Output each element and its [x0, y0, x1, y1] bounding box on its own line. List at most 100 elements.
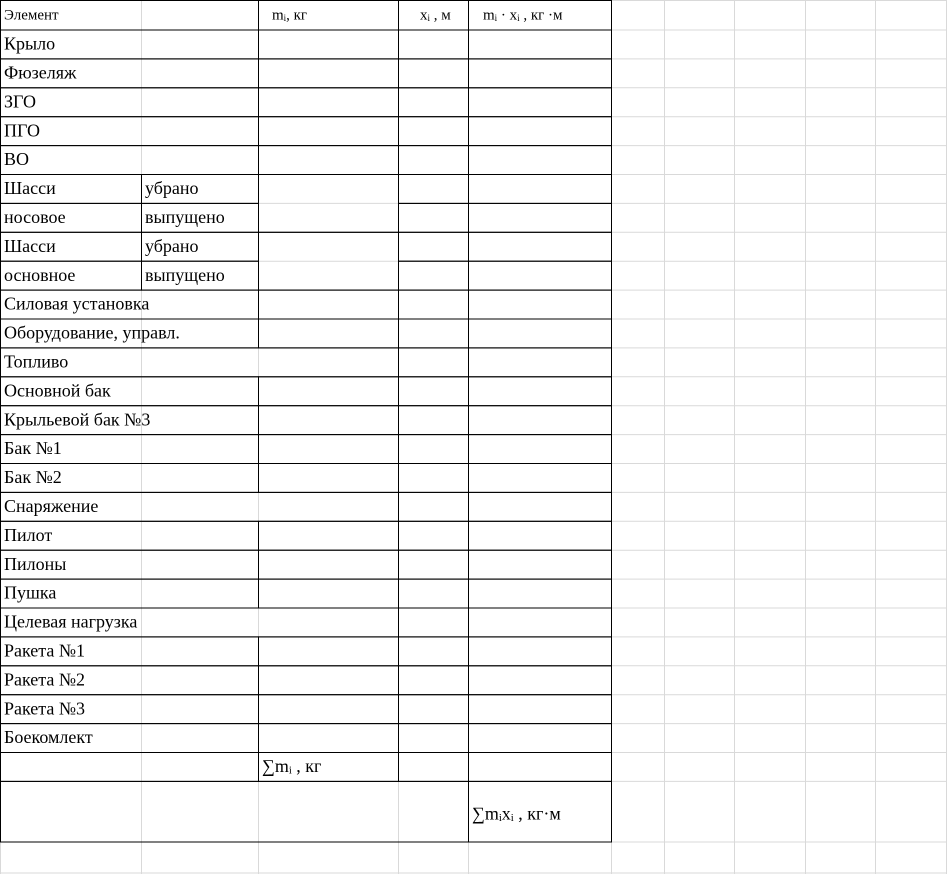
cell [398, 665, 469, 696]
cell [0, 87, 259, 118]
cell [468, 260, 612, 291]
cell-text: носовое [4, 207, 66, 227]
cell-text: Шасси [4, 178, 56, 198]
cell-text: ЗГО [4, 91, 36, 111]
cell [398, 491, 469, 522]
cell [398, 116, 469, 147]
cell-text: Крыло [4, 34, 55, 54]
cell [398, 723, 469, 753]
cell [258, 376, 399, 407]
cell [258, 463, 399, 493]
cell [468, 145, 612, 176]
cell-text: Шасси [4, 236, 56, 256]
cell [398, 376, 469, 407]
cell-text: ∑mᵢ , кг [262, 756, 321, 776]
cell-text: Крыльевой бак №3 [4, 409, 150, 429]
cell [398, 318, 469, 349]
cell-text: Бак №2 [4, 467, 62, 487]
cell-text: Ракета №3 [4, 698, 85, 718]
cell [468, 752, 612, 782]
cell [468, 636, 612, 667]
cell [258, 405, 399, 436]
cell [468, 723, 612, 753]
cell [398, 694, 469, 725]
cell [398, 202, 469, 233]
header-label: Элемент [4, 8, 59, 24]
cell [398, 58, 469, 89]
cell [398, 549, 469, 580]
cell [468, 578, 612, 609]
cell-text: Силовая установка [4, 294, 149, 314]
cell [468, 174, 612, 204]
cell [398, 347, 469, 378]
cell-text: Основной бак [4, 380, 111, 400]
cell [468, 376, 612, 407]
cell [468, 694, 612, 725]
cell [258, 636, 399, 667]
header-label: mᵢ, кг [272, 8, 307, 24]
cell-text: Снаряжение [4, 496, 98, 516]
cell [258, 145, 399, 176]
cell [258, 87, 399, 118]
cell [468, 87, 612, 118]
cell-text: убрано [145, 178, 199, 198]
cell-text: Ракета №1 [4, 640, 85, 660]
cell [468, 202, 612, 233]
cell [398, 289, 469, 320]
cell-text: Пушка [4, 583, 56, 603]
cell [398, 174, 469, 204]
cell [398, 405, 469, 436]
cell-text: выпущено [145, 265, 225, 285]
cell [468, 434, 612, 465]
cell-text: Боекомлект [4, 727, 93, 747]
cell [258, 58, 399, 89]
cell [258, 723, 399, 753]
cell-text: Оборудование, управл. [4, 323, 180, 343]
cell [398, 607, 469, 638]
cell [468, 463, 612, 493]
cell [258, 694, 399, 725]
cell [0, 752, 259, 782]
cell [398, 752, 469, 782]
cell [468, 491, 612, 522]
cell-text: Бак №1 [4, 438, 62, 458]
cell [468, 405, 612, 436]
cell [258, 520, 399, 551]
cell [468, 29, 612, 60]
cell [258, 549, 399, 580]
cell-text: основное [4, 265, 75, 285]
cell-text: убрано [145, 236, 199, 256]
cell [468, 665, 612, 696]
cell-text: Целевая нагрузка [4, 612, 137, 632]
cell [468, 549, 612, 580]
cell [468, 318, 612, 349]
cell [258, 665, 399, 696]
cell-text: ∑mᵢxᵢ , кг·м [472, 804, 561, 824]
cell [398, 434, 469, 465]
cell-text: Топливо [4, 351, 68, 371]
cell [258, 289, 399, 320]
cell [258, 318, 399, 349]
cell-text: выпущено [145, 207, 225, 227]
cell [258, 116, 399, 147]
cell [398, 260, 469, 291]
cell-text: ПГО [4, 120, 40, 140]
cell [398, 578, 469, 609]
cell [468, 116, 612, 147]
cell [398, 87, 469, 118]
header-label: xᵢ , м [420, 8, 451, 24]
cell [468, 520, 612, 551]
cell [398, 520, 469, 551]
cell-text: Пилот [4, 525, 52, 545]
cell [468, 347, 612, 378]
cell [398, 636, 469, 667]
cell-text: Пилоны [4, 554, 66, 574]
header-label: mᵢ · xᵢ , кг ·м [483, 8, 563, 24]
cell [258, 29, 399, 60]
cell-text: ВО [4, 149, 29, 169]
cell [468, 289, 612, 320]
cell [398, 145, 469, 176]
cell-text: Фюзеляж [4, 62, 77, 82]
cell [398, 231, 469, 262]
